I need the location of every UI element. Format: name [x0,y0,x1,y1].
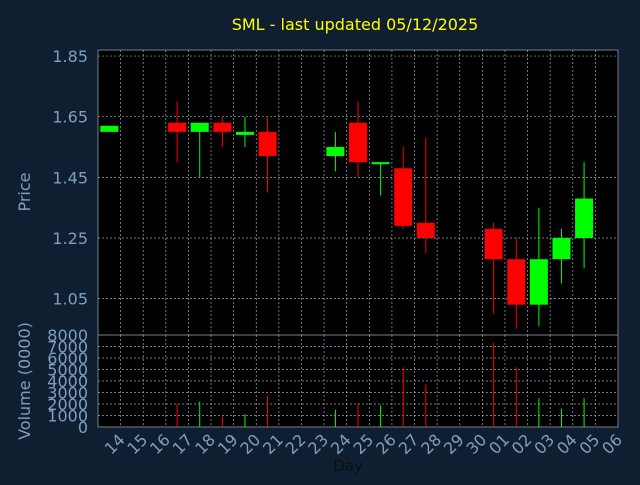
candle-body [235,131,254,135]
candle-body [371,162,390,165]
volume-bars [176,343,585,427]
price-tick-label: 1.05 [52,290,88,309]
volume-tick-label: 2000 [47,395,88,414]
x-tick-labels: 1415161718192021222324252627282930010203… [101,430,626,458]
candle-body [552,237,571,260]
candle-body [529,259,548,305]
volume-tick-label: 3000 [47,384,88,403]
price-grid [98,50,618,335]
candle-body [213,122,232,132]
candle-body [507,259,526,305]
candle-body [258,131,277,157]
price-tick-label: 1.25 [52,229,88,248]
candle-body [416,222,435,238]
price-tick-labels: 1.85 1.65 1.45 1.25 1.05 [52,47,88,309]
chart-title: SML - last updated 05/12/2025 [232,15,479,34]
volume-tick-label: 4000 [47,372,88,391]
x-axis-label: Day [333,457,363,475]
candle-body [484,228,503,260]
candle-body [326,147,345,157]
price-tick-label: 1.45 [52,168,88,187]
price-axis-label: Price [15,172,34,211]
candle-body [349,122,367,163]
volume-tick-label: 7000 [47,338,88,357]
price-tick-label: 1.85 [52,47,88,66]
volume-axis-label: Volume (0000) [15,322,34,440]
volume-tick-label: 6000 [47,349,88,368]
candle-body [190,122,209,132]
volume-tick-label: 0 [78,418,88,437]
price-tick-label: 1.65 [52,108,88,127]
candle-body [394,168,413,226]
volume-tick-label: 1000 [47,407,88,426]
volume-tick-label: 8000 [47,326,88,345]
candles [100,101,594,329]
candle-body [168,122,187,132]
candle-body [575,198,594,238]
volume-tick-label: 5000 [47,361,88,380]
candle-body [100,125,119,132]
